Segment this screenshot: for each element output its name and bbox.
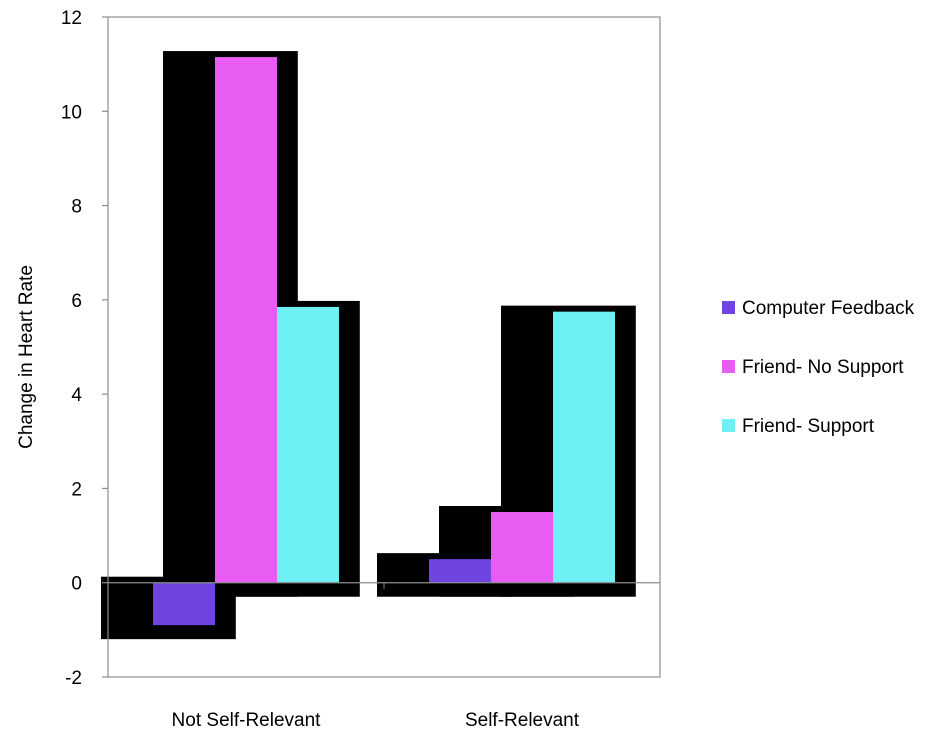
legend: Computer Feedback Friend- No Support Frien… [722, 298, 915, 437]
legend-swatch [722, 301, 735, 314]
y-tick-label: -2 [65, 668, 82, 689]
y-tick-label: 10 [61, 102, 82, 123]
x-tick-label: Not Self-Relevant [172, 710, 322, 731]
axes: -2 0 2 4 6 8 10 12 Not Self-Relevant Self-Relevan… [61, 8, 661, 731]
plot-area-border [107, 16, 661, 678]
legend-swatch [722, 419, 735, 432]
y-axis-label: Change in Heart Rate [16, 265, 37, 449]
bar-friend-no-support-0 [215, 57, 277, 583]
y-tick-label: 2 [71, 479, 82, 500]
y-tick-label: 8 [71, 197, 82, 218]
bar-friend-no-support-1 [491, 512, 553, 583]
y-tick-label: 12 [61, 8, 82, 29]
legend-label: Friend- No Support [742, 357, 904, 378]
bar-friend-support-0 [277, 306, 339, 583]
bars-layer [153, 57, 615, 626]
y-tick-label: 0 [71, 574, 82, 595]
y-tick-label: 4 [71, 385, 82, 406]
y-tick-label: 6 [71, 291, 82, 312]
bar-friend-support-1 [553, 311, 615, 583]
bar-computer-feedback-0 [153, 582, 215, 626]
bar-computer-feedback-1 [429, 559, 491, 583]
x-tick-label: Self-Relevant [465, 710, 580, 731]
legend-swatch [722, 360, 735, 373]
legend-label: Friend- Support [742, 416, 875, 437]
legend-label: Computer Feedback [742, 298, 915, 319]
